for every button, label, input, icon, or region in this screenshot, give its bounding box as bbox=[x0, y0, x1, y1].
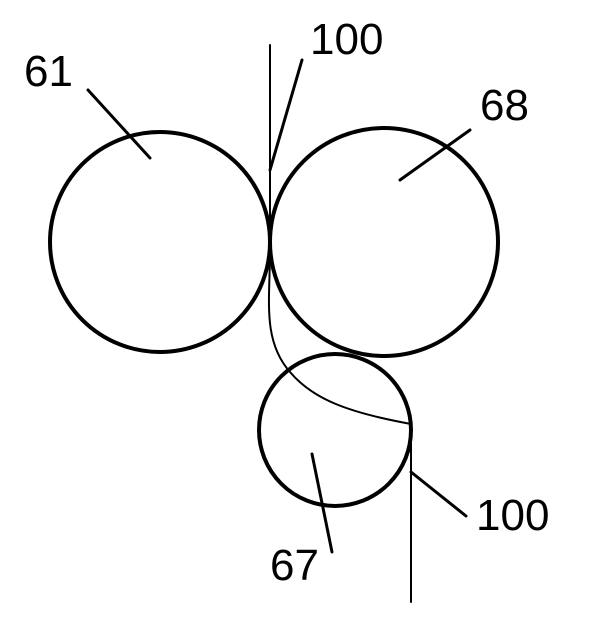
roller-diagram: 61 100 68 67 100 bbox=[0, 0, 598, 627]
label-67: 67 bbox=[270, 541, 319, 590]
label-61: 61 bbox=[24, 47, 73, 96]
leader-61 bbox=[88, 90, 150, 158]
circle-68 bbox=[270, 128, 498, 356]
leader-100b bbox=[411, 472, 466, 516]
leader-100a bbox=[270, 60, 302, 170]
label-100a: 100 bbox=[310, 15, 383, 64]
thread-curve-segment bbox=[269, 250, 411, 424]
circle-67 bbox=[259, 354, 411, 506]
circle-61 bbox=[50, 132, 270, 352]
label-100b: 100 bbox=[476, 491, 549, 540]
label-68: 68 bbox=[480, 81, 529, 130]
